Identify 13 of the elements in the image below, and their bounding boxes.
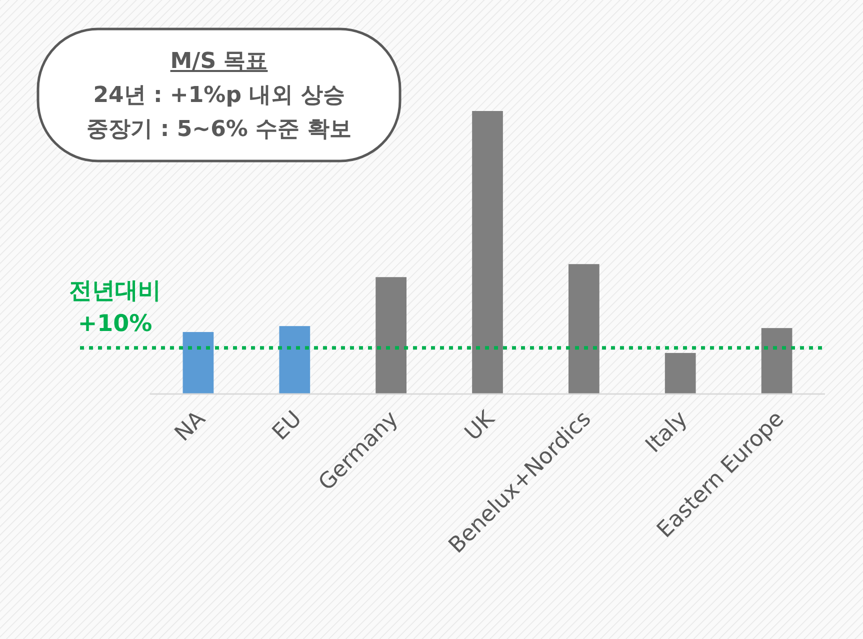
bar: [472, 111, 503, 394]
x-tick-label: NA: [170, 406, 210, 447]
bar: [376, 277, 406, 394]
bar: [664, 352, 696, 394]
annotation: 중장기 : 5~6% 수준 확보: [86, 117, 352, 142]
text: M/S 목표: [170, 49, 268, 74]
bar: [568, 264, 600, 394]
bar: [182, 332, 214, 394]
x-tick-label: EU: [268, 406, 307, 446]
text: 24년 : +1%p 내외 상승: [93, 83, 345, 108]
bar: [761, 328, 792, 394]
ref-line-label: 전년대비 +10%: [69, 278, 161, 337]
bar: [279, 326, 310, 394]
